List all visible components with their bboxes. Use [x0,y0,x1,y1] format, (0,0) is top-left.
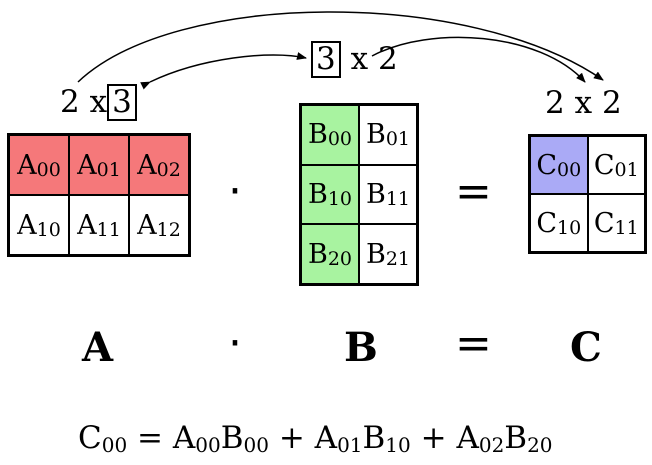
matrix-b-cell-01: B 01 [359,105,417,165]
matrix-b-cols: 2 [377,41,398,77]
matrix-c-rows: 2 [545,85,565,121]
matrix-b: B 00 B 01 B 10 B 11 B 20 B 21 [299,103,419,286]
matrix-c-cell-00: C 00 [530,136,588,194]
rows-arrow [77,11,604,83]
inner-dimension-arrow [140,52,307,90]
dot-operator-bottom: · [228,318,242,369]
matrix-c-dimensions: 2 x 2 [545,88,622,119]
formula: C00 = A00B00 + A01B10 + A02B20 [78,420,553,457]
matrix-a: A 00 A 01 A 02 A 10 A 11 A 12 [7,133,191,257]
times-sign: x [574,85,593,121]
matrix-c-cell-11: C 11 [587,194,645,252]
matrix-a-cell-12: A 12 [129,195,189,255]
matrix-c-cell-01: C 01 [587,136,645,194]
matrix-a-cell-02: A 02 [129,135,189,195]
matrix-b-cell-11: B 11 [359,164,417,225]
matrix-b-cell-21: B 21 [359,224,417,284]
equals-operator: = [455,166,492,217]
matrix-a-rows: 2 [60,84,80,120]
matrix-a-cols-boxed: 3 [107,84,137,121]
matrix-b-cell-20: B 20 [301,224,359,284]
matrix-a-cell-01: A 01 [69,135,129,195]
matrix-b-cell-00: B 00 [301,105,359,165]
dot-operator: · [228,166,242,217]
matrix-a-cell-00: A 00 [9,135,69,195]
matrix-c-cols: 2 [601,85,622,121]
matrix-c-cell-10: C 10 [530,194,588,252]
matrix-a-cell-11: A 11 [69,195,129,255]
label-b: B [344,324,378,371]
label-a: A [82,324,114,371]
matrix-a-cell-10: A 10 [9,195,69,255]
matrix-c: C 00 C 01 C 10 C 11 [528,134,647,254]
matrix-b-cell-10: B 10 [301,164,359,225]
label-c: C [570,324,602,371]
cols-arrow [371,36,586,83]
times-sign: x [350,41,369,77]
times-sign: x [89,84,108,120]
matrix-b-rows-boxed: 3 [311,41,341,78]
equals-operator-bottom: = [455,318,492,369]
matrix-b-dimensions: 3 x 2 [311,41,398,78]
